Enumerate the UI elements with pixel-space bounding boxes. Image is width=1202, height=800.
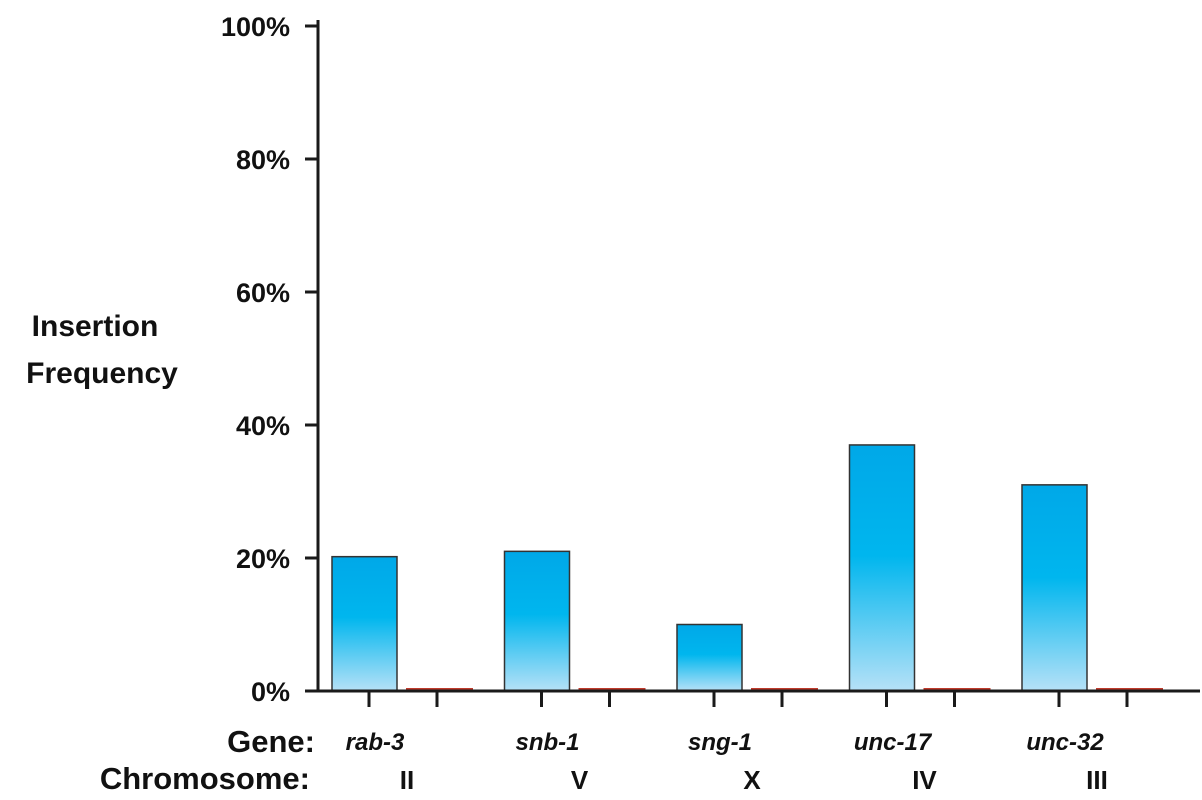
gene-label: sng-1 <box>688 729 752 756</box>
y-axis-ticks: 0% 20% 40% 60% 80% 100% <box>221 12 318 707</box>
gene-labels: rab-3 snb-1 sng-1 unc-17 unc-32 <box>346 729 1105 756</box>
y-axis-label-line-1: Insertion <box>32 310 159 343</box>
x-axis-ticks <box>367 691 1129 707</box>
y-tick-label: 0% <box>251 677 290 707</box>
bar-sng-1 <box>676 623 743 692</box>
chromosome-label: X <box>743 765 761 795</box>
chromosome-labels: II V X IV III <box>400 765 1108 795</box>
y-axis-label-line-2: Frequency <box>26 357 178 390</box>
bar-unc-17 <box>848 444 916 692</box>
chromosome-row-title: Chromosome: <box>100 761 310 796</box>
chromosome-label: V <box>571 765 589 795</box>
gene-label: rab-3 <box>346 729 405 756</box>
gene-row-title: Gene: <box>227 724 315 759</box>
gene-label: snb-1 <box>515 729 579 756</box>
bar-snb-1 <box>503 550 571 692</box>
gene-label: unc-32 <box>1026 729 1104 756</box>
gene-label: unc-17 <box>854 729 933 756</box>
y-tick-label: 20% <box>236 544 290 574</box>
bars <box>331 444 1163 692</box>
chromosome-label: III <box>1086 765 1108 795</box>
bar-rab-3 <box>331 555 398 692</box>
chromosome-label: II <box>400 765 414 795</box>
bar-unc-32 <box>1021 484 1088 692</box>
y-tick-label: 80% <box>236 145 290 175</box>
y-tick-label: 100% <box>221 12 290 42</box>
y-axis-label: Insertion Frequency <box>26 310 178 390</box>
chromosome-label: IV <box>912 765 937 795</box>
y-tick-label: 60% <box>236 278 290 308</box>
y-tick-label: 40% <box>236 411 290 441</box>
